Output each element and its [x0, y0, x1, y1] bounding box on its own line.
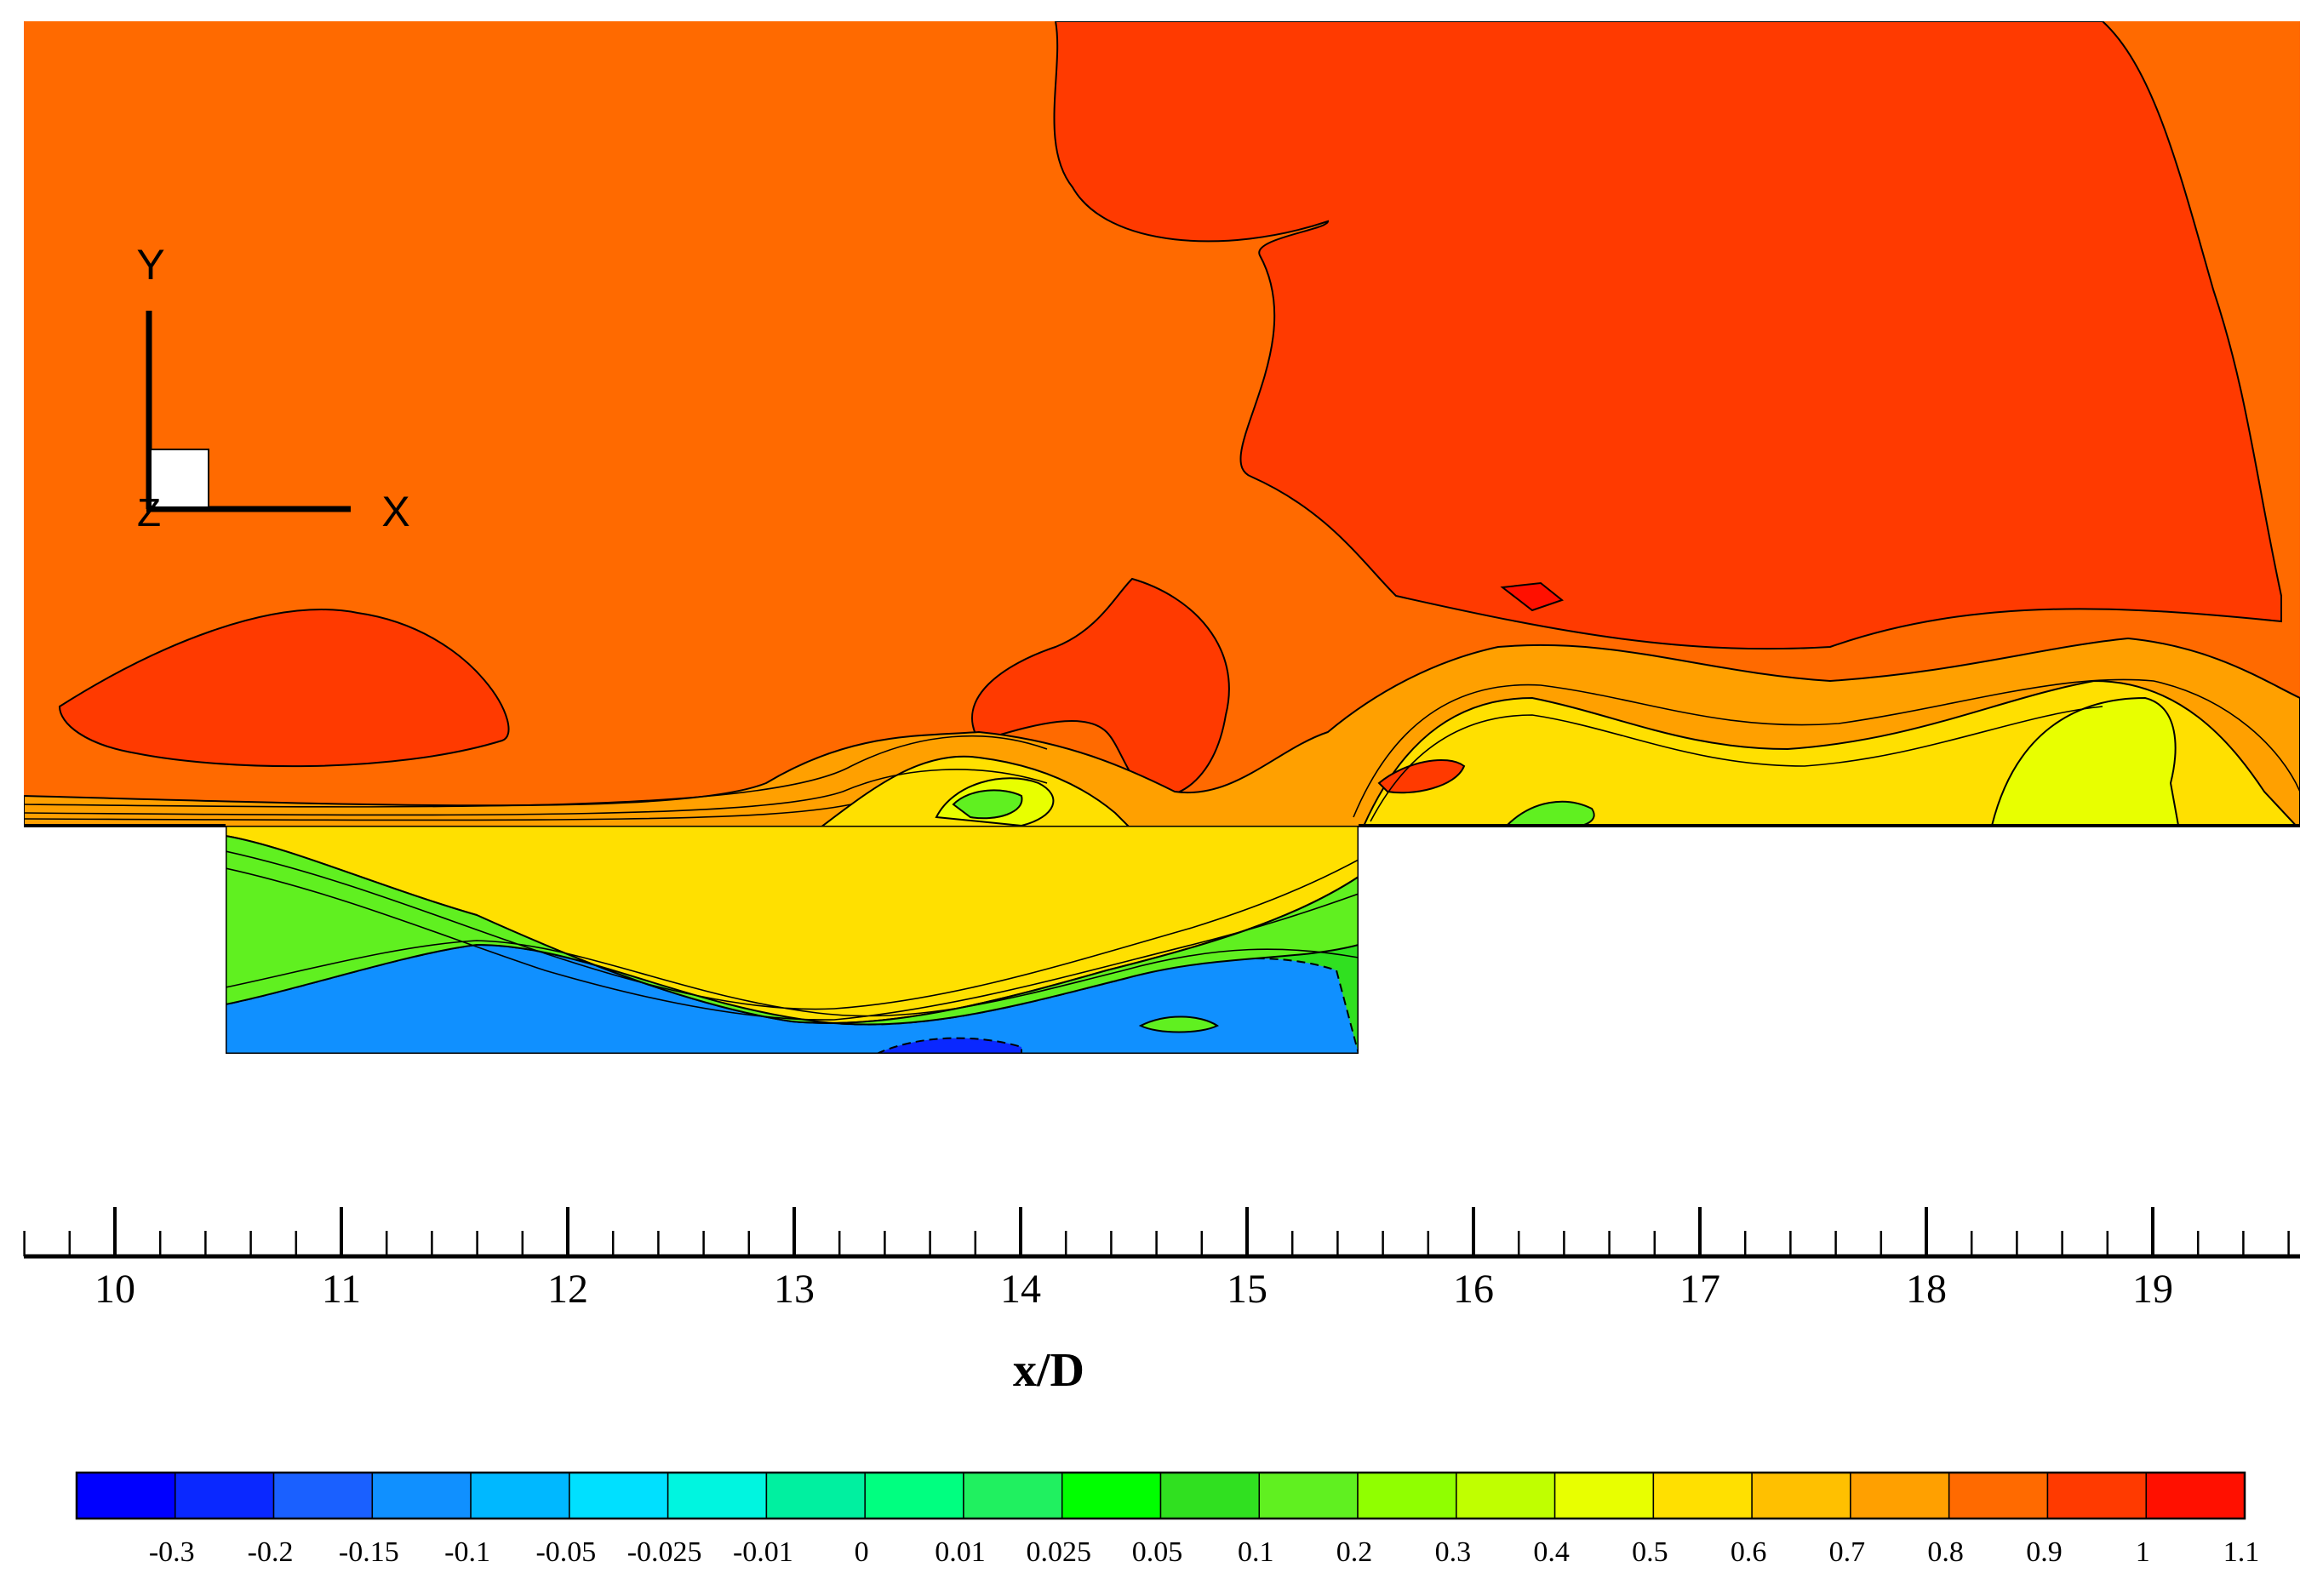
x-tick-label: 17: [1679, 1267, 1720, 1312]
colorbar-label: -0.2: [248, 1536, 294, 1568]
colorbar-swatch: [1357, 1472, 1457, 1519]
colorbar-swatch: [1751, 1472, 1851, 1519]
axis-triad: Y X Z: [136, 241, 409, 535]
colorbar-label: 0.9: [2026, 1536, 2063, 1568]
colorbar-label: -0.01: [733, 1536, 793, 1568]
colorbar-swatch: [76, 1472, 176, 1519]
x-tick-label: 13: [774, 1267, 815, 1312]
colorbar-label: 0.2: [1336, 1536, 1373, 1568]
colorbar-label: -0.3: [149, 1536, 195, 1568]
colorbar-label: 0.4: [1533, 1536, 1570, 1568]
colorbar-swatch: [2046, 1472, 2147, 1519]
x-tick-label: 14: [1000, 1267, 1041, 1312]
colorbar-swatch: [569, 1472, 669, 1519]
colorbar-swatch: [175, 1472, 275, 1519]
shear-eye-green: [952, 789, 1595, 826]
shear-layer-low: [935, 696, 2180, 826]
triad-y-label: Y: [136, 241, 164, 289]
corner-pocket-red: [1377, 759, 1466, 794]
colorbar-swatch: [667, 1472, 768, 1519]
colorbar-label: 0.3: [1435, 1536, 1472, 1568]
x-tick-label: 12: [547, 1267, 588, 1312]
colorbar-label: 0.05: [1132, 1536, 1183, 1568]
colorbar-label: 0.8: [1927, 1536, 1964, 1568]
cavity-shear-band-green: [226, 834, 1359, 1026]
colorbar-swatch: [1061, 1472, 1162, 1519]
colorbar-label: -0.05: [535, 1536, 596, 1568]
colorbar-swatch: [1159, 1472, 1261, 1519]
colorbar-label: -0.1: [444, 1536, 490, 1568]
colorbar-label: 0.7: [1829, 1536, 1866, 1568]
colorbar-swatch: [470, 1472, 570, 1519]
triad-z-label: Z: [137, 490, 161, 535]
high-velocity-region: [1053, 21, 2282, 650]
triad-x-label: X: [381, 488, 409, 535]
x-axis-tick-labels: 10 11 12 13 14 15 16 17 18 19: [94, 1267, 2173, 1312]
upper-flow-field: [24, 21, 2300, 826]
x-axis-ticks: [23, 1207, 2290, 1256]
colorbar-swatch: [2145, 1472, 2246, 1519]
x-axis: 10 11 12 13 14 15 16 17 18 19 x/D: [23, 1207, 2300, 1397]
colorbar-swatch: [371, 1472, 472, 1519]
small-pocket-red: [1500, 581, 1565, 612]
colorbar-swatch: [864, 1472, 964, 1519]
contour-lines-cavity: [226, 850, 1359, 1021]
colorbar-border: [75, 1471, 2246, 1520]
x-tick-label: 19: [2132, 1267, 2173, 1312]
colorbar-label: 0: [855, 1536, 869, 1568]
x-tick-label: 15: [1227, 1267, 1267, 1312]
x-tick-label: 18: [1906, 1267, 1947, 1312]
colorbar-swatch: [1850, 1472, 1950, 1519]
high-velocity-pocket-left: [58, 609, 510, 768]
colorbar-label: 0.6: [1731, 1536, 1767, 1568]
colorbar-swatch: [1948, 1472, 2049, 1519]
colorbar-swatch: [272, 1472, 374, 1519]
colorbar-legend: -0.3 -0.2 -0.15 -0.1 -0.05 -0.025 -0.01 0 0.01 0.…: [75, 1471, 2259, 1568]
colorbar-swatch: [1456, 1472, 1556, 1519]
x-tick-label: 11: [322, 1267, 361, 1312]
colorbar-labels: -0.3 -0.2 -0.15 -0.1 -0.05 -0.025 -0.01 0 0.01 0.…: [149, 1536, 2259, 1568]
colorbar-swatch: [765, 1472, 866, 1519]
colorbar-label: 1: [2136, 1536, 2150, 1568]
colorbar-label: -0.025: [627, 1536, 702, 1568]
x-tick-label: 10: [94, 1267, 135, 1312]
high-velocity-plume: [971, 577, 1230, 798]
colorbar-swatch: [1652, 1472, 1753, 1519]
colorbar-label: 0.5: [1632, 1536, 1668, 1568]
contour-lines-upper: [24, 678, 2300, 822]
colorbar-label: -0.15: [339, 1536, 399, 1568]
colorbar-label: 1.1: [2223, 1536, 2260, 1568]
cavity-inner-eye: [1138, 1015, 1220, 1033]
shear-layer-mid: [821, 679, 2297, 826]
triad-z-box: [150, 449, 209, 508]
x-tick-label: 16: [1453, 1267, 1494, 1312]
colorbar-swatches: [75, 1471, 2246, 1520]
cavity-recirculation-core: [876, 1037, 1022, 1054]
colorbar-swatch: [1553, 1472, 1655, 1519]
cavity-region: [226, 826, 1359, 1054]
colorbar-swatch: [1258, 1472, 1359, 1519]
colorbar-label: 0.1: [1238, 1536, 1274, 1568]
x-axis-label: x/D: [1013, 1344, 1084, 1397]
colorbar-label: 0.025: [1026, 1536, 1091, 1568]
colorbar-label: 0.01: [935, 1536, 986, 1568]
colorbar-swatch: [963, 1472, 1063, 1519]
